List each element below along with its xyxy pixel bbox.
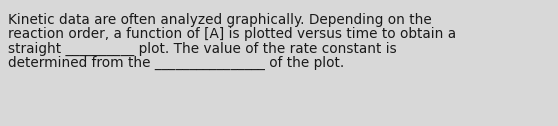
Text: determined from the ________________ of the plot.: determined from the ________________ of … bbox=[8, 56, 345, 70]
Text: reaction order, a function of [A] is plotted versus time to obtain a: reaction order, a function of [A] is plo… bbox=[8, 27, 456, 41]
Text: straight __________ plot. The value of the rate constant is: straight __________ plot. The value of t… bbox=[8, 42, 397, 56]
Text: Kinetic data are often analyzed graphically. Depending on the: Kinetic data are often analyzed graphica… bbox=[8, 13, 432, 27]
